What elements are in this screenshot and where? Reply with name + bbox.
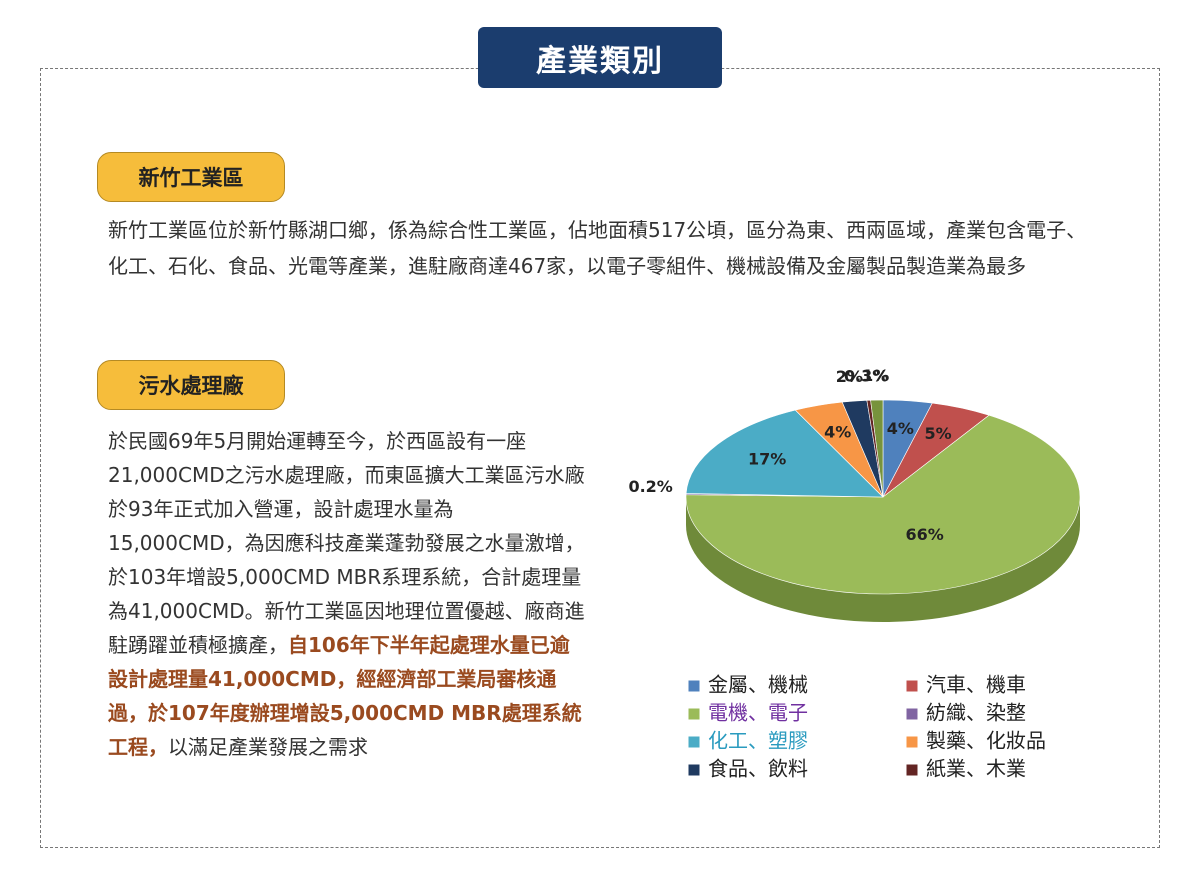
- text: 以滿足產業發展之需求: [168, 735, 368, 759]
- paragraph: 新竹工業區位於新竹縣湖口鄉，係為綜合性工業區，佔地面積517公頃，區分為東、西兩…: [108, 218, 1087, 278]
- legend-swatch: [905, 707, 919, 721]
- highlight-text: 自106年下半年起處理水量已逾設計處理量41,000CMD，經經濟部工業局審核通…: [108, 633, 582, 759]
- legend-swatch: [905, 735, 919, 749]
- legend-label: 製藥、化妝品: [926, 729, 1046, 753]
- legend-label: 化工、塑膠: [708, 729, 808, 753]
- data-label: 1%: [862, 366, 889, 385]
- legend-label: 紡織、染整: [926, 701, 1026, 725]
- legend-label: 紙業、木業: [926, 757, 1026, 781]
- data-label: 5%: [924, 424, 951, 443]
- data-label: 66%: [906, 525, 944, 544]
- legend-label: 汽車、機車: [926, 673, 1026, 697]
- legend-swatch: [905, 763, 919, 777]
- pie-slice: [870, 399, 884, 498]
- data-label: 2%: [836, 367, 863, 386]
- legend-swatch: [687, 763, 701, 777]
- data-label: 4%: [824, 422, 851, 441]
- data-label: 17%: [748, 450, 786, 469]
- legend-label: 金屬、機械: [708, 673, 808, 697]
- data-label: 0.3%: [844, 366, 888, 385]
- legend-label: 電機、電子: [708, 701, 808, 725]
- data-label: 0.2%: [628, 477, 672, 496]
- legend-swatch: [687, 679, 701, 693]
- section-heading: 污水處理廠: [97, 360, 285, 410]
- section-heading: 新竹工業區: [97, 152, 285, 202]
- pie-slice: [685, 409, 884, 498]
- data-label: 4%: [887, 419, 914, 438]
- text: 於民國69年5月開始運轉至今，於西區設有一座21,000CMD之污水處理廠，而東…: [108, 429, 585, 657]
- legend-label: 食品、飲料: [708, 757, 808, 781]
- pie-slice: [685, 414, 1081, 595]
- page-title: 產業類別: [478, 27, 722, 88]
- paragraph: 於民國69年5月開始運轉至今，於西區設有一座21,000CMD之污水處理廠，而東…: [108, 424, 586, 764]
- legend-swatch: [687, 735, 701, 749]
- legend-swatch: [687, 707, 701, 721]
- legend-swatch: [905, 679, 919, 693]
